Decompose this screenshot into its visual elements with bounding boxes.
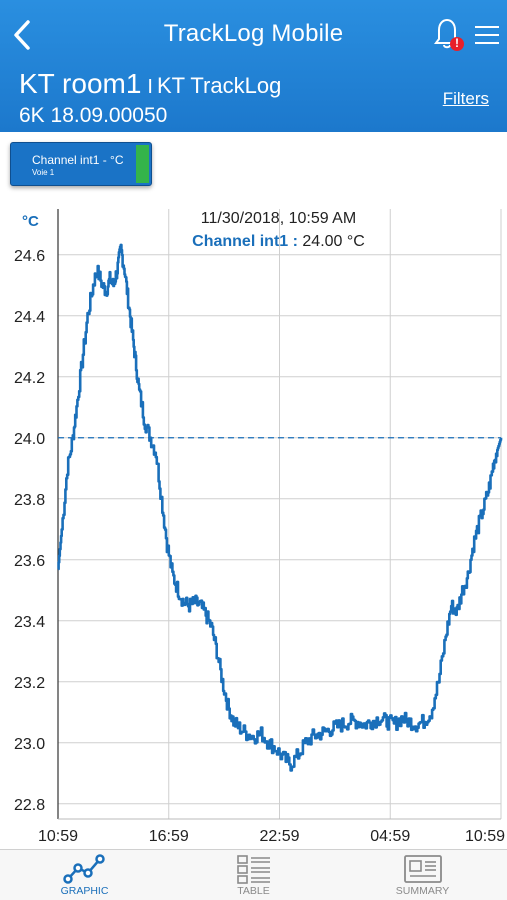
tab-table[interactable]: TABLE	[169, 850, 338, 900]
cursor-datetime: 11/30/2018, 10:59 AM	[200, 210, 357, 227]
y-tick-label: 24.0	[14, 431, 45, 448]
device-name-secondary: KT TrackLog	[156, 73, 282, 98]
bottom-tab-bar: GRAPHIC TABLE SUMMARY	[0, 849, 507, 900]
y-tick-label: 24.4	[14, 309, 45, 326]
tab-summary-label: SUMMARY	[395, 885, 450, 897]
chevron-left-icon	[14, 20, 30, 50]
filters-link[interactable]: Filters	[442, 89, 489, 108]
channel-color-swatch	[136, 145, 149, 183]
summary-icon	[403, 855, 442, 883]
y-axis-unit-label: °C	[22, 213, 39, 230]
temperature-chart[interactable]: 22.8 23.0 23.2 23.4 23.6 23.8 24.0 24.2 24.4 24.6…	[0, 195, 507, 850]
channel-selector-chip[interactable]: Channel int1 - °C Voie 1	[10, 142, 152, 186]
y-tick-label: 23.6	[14, 553, 45, 570]
y-tick-label: 23.2	[14, 675, 45, 692]
app-header: TrackLog Mobile ! KT room1 I KT TrackLog 6…	[0, 0, 507, 132]
temperature-series-line	[57, 243, 503, 772]
channel-chip-label: Channel int1 - °C	[32, 153, 124, 167]
cursor-channel-label: Channel int1 :	[192, 233, 298, 250]
channel-chip-sublabel: Voie 1	[32, 168, 55, 177]
y-tick-label: 23.0	[14, 736, 45, 753]
hamburger-menu-icon	[475, 26, 499, 44]
device-serial: 6K 18.09.00050	[19, 104, 168, 127]
notifications-button[interactable]: !	[428, 15, 468, 55]
y-tick-label: 23.4	[14, 614, 45, 631]
alert-badge-text: !	[455, 36, 459, 50]
x-tick-label: 10:59	[465, 828, 505, 845]
device-name-primary: KT room1	[19, 68, 142, 99]
x-tick-label: 10:59	[38, 828, 78, 845]
y-tick-label: 22.8	[14, 797, 45, 814]
x-tick-label: 04:59	[370, 828, 410, 845]
tab-summary[interactable]: SUMMARY	[338, 850, 507, 900]
back-button[interactable]	[8, 16, 38, 54]
chart-canvas[interactable]: 22.8 23.0 23.2 23.4 23.6 23.8 24.0 24.2 24.4 24.6…	[0, 195, 507, 850]
cursor-value-text: 24.00 °C	[302, 233, 365, 250]
tab-graphic[interactable]: GRAPHIC	[0, 850, 169, 900]
x-tick-label: 22:59	[259, 828, 299, 845]
app-title: TrackLog Mobile	[163, 20, 344, 47]
line-graph-icon	[62, 854, 105, 884]
tab-table-label: TABLE	[237, 885, 270, 897]
x-tick-label: 16:59	[149, 828, 189, 845]
y-tick-label: 23.8	[14, 492, 45, 509]
y-tick-label: 24.2	[14, 370, 45, 387]
alert-badge	[450, 37, 464, 51]
device-name: KT room1 I KT TrackLog	[19, 68, 281, 100]
tab-graphic-label: GRAPHIC	[60, 885, 109, 897]
bell-icon	[434, 18, 464, 51]
table-icon	[236, 855, 270, 884]
y-tick-label: 24.6	[14, 248, 45, 265]
device-name-separator: I	[147, 76, 153, 98]
cursor-value: Channel int1 : 24.00 °C	[0, 233, 507, 251]
menu-button[interactable]	[472, 22, 502, 48]
